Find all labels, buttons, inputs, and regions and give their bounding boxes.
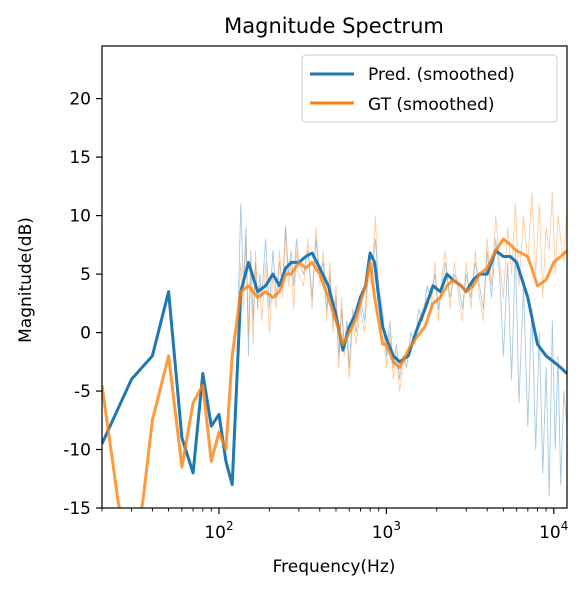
x-tick-label: 102 bbox=[204, 519, 233, 543]
y-tick-label: -10 bbox=[63, 441, 91, 461]
y-tick-label: 20 bbox=[69, 90, 91, 110]
y-axis: -15 -10 -5 0 5 10 15 20 bbox=[63, 90, 102, 519]
y-tick-label: -15 bbox=[63, 499, 91, 519]
legend: Pred. (smoothed) GT (smoothed) bbox=[301, 54, 558, 123]
x-tick-label: 104 bbox=[539, 519, 568, 543]
legend-label-pred: Pred. (smoothed) bbox=[368, 65, 515, 85]
legend-label-gt: GT (smoothed) bbox=[368, 95, 495, 115]
x-axis-label: Frequency(Hz) bbox=[273, 557, 396, 577]
x-axis: 102 103 104 bbox=[101, 508, 568, 543]
series-line-gt bbox=[102, 237, 567, 508]
chart-title: Magnitude Spectrum bbox=[224, 14, 444, 38]
y-axis-label: Magnitude(dB) bbox=[16, 217, 36, 343]
legend-box bbox=[301, 54, 558, 123]
y-tick-label: 15 bbox=[69, 148, 91, 168]
y-tick-label: -5 bbox=[74, 382, 91, 402]
y-tick-label: 0 bbox=[80, 324, 91, 344]
plot-frame bbox=[101, 45, 568, 509]
smoothed-series-lines bbox=[102, 237, 567, 508]
x-tick-label: 103 bbox=[372, 519, 401, 543]
y-tick-label: 5 bbox=[80, 265, 91, 285]
y-tick-label: 10 bbox=[69, 207, 91, 227]
